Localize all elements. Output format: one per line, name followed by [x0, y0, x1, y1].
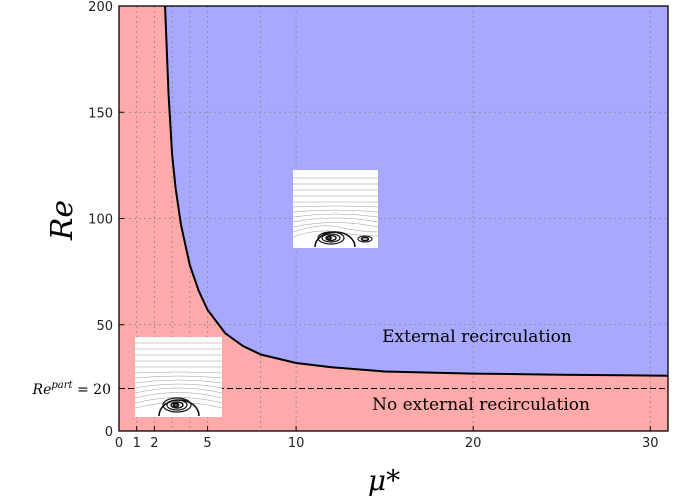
y-axis-title: Re	[45, 200, 80, 241]
y-axis: 0 50 100 150 200	[88, 0, 124, 440]
x-tick-label: 10	[288, 436, 305, 451]
region-label-no-external-recirculation: No external recirculation	[372, 395, 590, 415]
x-tick-label: 20	[465, 436, 482, 451]
grid	[119, 6, 668, 431]
x-tick-label: 1	[133, 436, 141, 451]
flow-inset-without-external-recirculation	[134, 337, 223, 417]
reference-line-label: Repart = 20	[32, 380, 111, 398]
x-axis-title: μ*	[368, 464, 400, 497]
region-label-external-recirculation: External recirculation	[382, 327, 572, 347]
external-recirculation-region	[165, 6, 668, 376]
y-tick-label: 0	[105, 425, 113, 440]
y-tick-label: 200	[88, 0, 113, 15]
x-tick-label: 2	[150, 436, 158, 451]
y-tick-label: 100	[88, 213, 113, 228]
flow-inset-with-external-recirculation	[292, 170, 379, 248]
y-tick-label: 150	[88, 106, 113, 121]
x-tick-label: 5	[203, 436, 211, 451]
x-axis: 0 1 2 5 10 20 30	[115, 426, 659, 451]
y-tick-label: 50	[96, 319, 113, 334]
x-tick-label: 30	[642, 436, 659, 451]
boundary-curve	[164, 6, 668, 377]
x-tick-label: 0	[115, 436, 123, 451]
